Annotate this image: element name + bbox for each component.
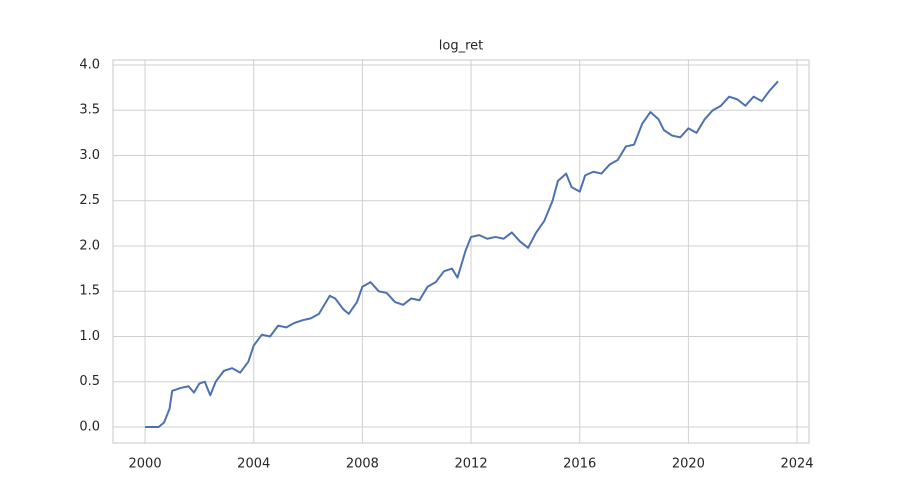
y-tick-label: 3.5 xyxy=(79,103,100,118)
x-tick-label: 2000 xyxy=(129,457,162,472)
y-tick-label: 1.0 xyxy=(79,329,100,344)
x-tick-label: 2024 xyxy=(780,457,813,472)
x-tick-label: 2008 xyxy=(346,457,379,472)
y-tick-label: 4.0 xyxy=(79,57,100,72)
y-tick-label: 0.5 xyxy=(79,374,100,389)
x-tick-label: 2016 xyxy=(563,457,596,472)
y-tick-label: 1.5 xyxy=(79,284,100,299)
y-tick-label: 2.0 xyxy=(79,238,100,253)
plot-frame xyxy=(112,59,810,444)
x-tick-label: 2004 xyxy=(237,457,270,472)
data-line xyxy=(145,80,779,428)
chart-title: log_ret xyxy=(439,39,483,54)
x-tick-label: 2012 xyxy=(455,457,488,472)
y-tick-label: 3.0 xyxy=(79,148,100,163)
y-tick-label: 0.0 xyxy=(79,419,100,434)
x-tick-label: 2020 xyxy=(672,457,705,472)
y-tick-label: 2.5 xyxy=(79,193,100,208)
